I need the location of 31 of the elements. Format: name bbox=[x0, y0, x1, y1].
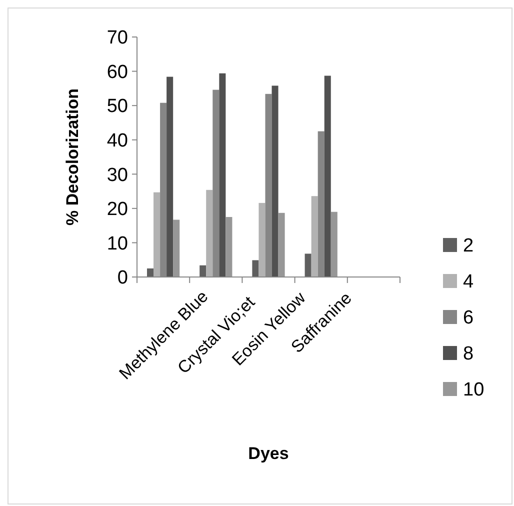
y-tick-label: 50 bbox=[106, 96, 128, 118]
legend-label: 6 bbox=[463, 308, 474, 329]
bar bbox=[252, 260, 259, 277]
bar bbox=[226, 217, 232, 277]
bar bbox=[219, 73, 226, 277]
bar bbox=[330, 212, 338, 277]
y-tick-label: 30 bbox=[106, 164, 128, 186]
y-tick-label: 70 bbox=[106, 28, 128, 49]
y-tick-label: 20 bbox=[106, 199, 128, 220]
y-tick-label: 40 bbox=[106, 130, 128, 152]
bar bbox=[304, 254, 312, 277]
x-axis-title: Dyes bbox=[248, 444, 289, 463]
bar bbox=[278, 212, 285, 277]
legend-label: 10 bbox=[463, 380, 484, 401]
bar bbox=[173, 220, 180, 277]
y-axis-title: % Decolorization bbox=[63, 88, 82, 226]
bar bbox=[258, 202, 266, 277]
bar bbox=[166, 76, 174, 277]
bar bbox=[272, 86, 278, 277]
y-tick-label: 10 bbox=[106, 233, 128, 254]
bar bbox=[311, 196, 318, 277]
y-tick-label: 0 bbox=[117, 268, 128, 289]
legend-label: 4 bbox=[463, 272, 474, 293]
y-tick-label: 60 bbox=[106, 62, 128, 83]
bar bbox=[206, 190, 213, 277]
bar bbox=[154, 192, 160, 277]
bar bbox=[200, 265, 206, 277]
legend-label: 8 bbox=[463, 344, 474, 365]
bar bbox=[146, 268, 154, 277]
legend-label: 2 bbox=[463, 236, 474, 257]
bar bbox=[324, 76, 331, 277]
